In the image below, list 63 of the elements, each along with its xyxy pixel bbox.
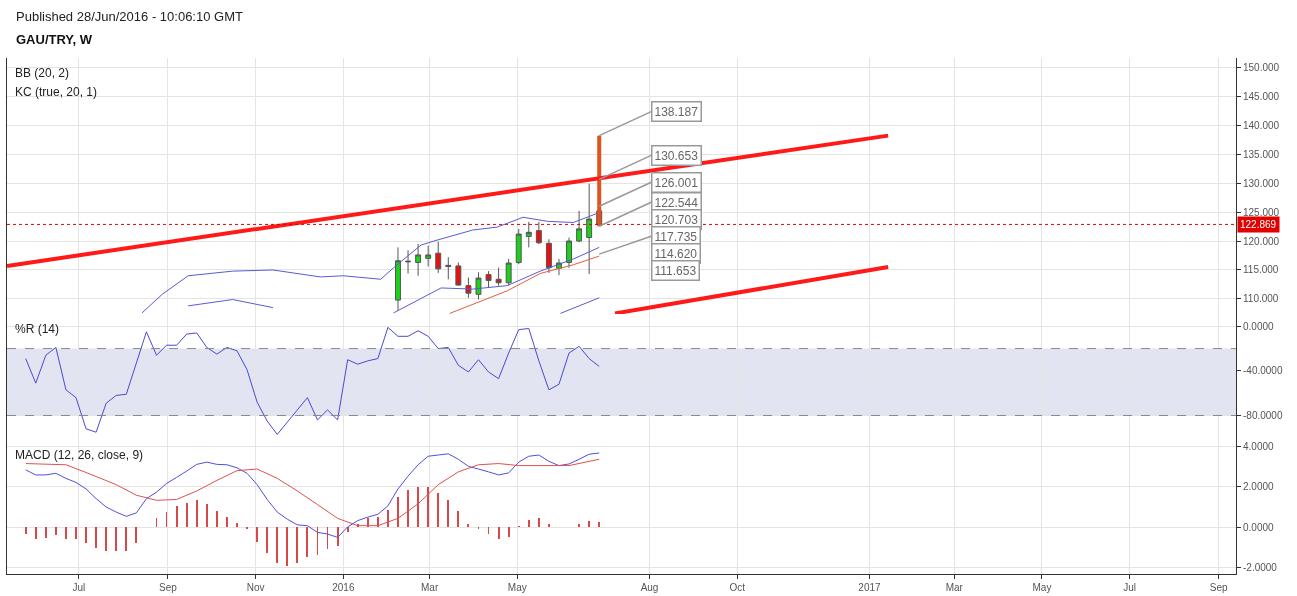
candlestick: [485, 270, 492, 288]
candlestick: [525, 221, 532, 248]
candlestick: [425, 245, 432, 268]
y-tick-label: 4.0000: [1243, 440, 1275, 452]
y-tick-label: 145.000: [1243, 90, 1280, 102]
candlestick: [586, 183, 593, 275]
y-tick-label: 140.000: [1243, 119, 1280, 131]
candlestick: [475, 271, 482, 301]
candlestick: [495, 267, 502, 287]
y-tick-label: -2.0000: [1243, 562, 1278, 574]
candlestick: [395, 246, 401, 312]
y-tick-label: 120.000: [1243, 235, 1280, 247]
y-tick-label: 150.000: [1243, 61, 1280, 73]
x-tick-label: Aug: [640, 582, 659, 593]
y-tick-label: 130.000: [1243, 177, 1280, 189]
x-tick-label: Mar: [420, 582, 439, 593]
annotation: 138.187: [654, 104, 699, 119]
annotation: KC (true, 20, 1): [15, 85, 98, 99]
y-tick-label: -80.0000: [1243, 409, 1283, 421]
x-tick-label: May: [1032, 582, 1052, 593]
candlestick: [505, 258, 512, 287]
x-tick-label: Sep: [1209, 582, 1229, 593]
x-tick-label: Oct: [729, 582, 746, 593]
x-tick-label: 2016: [332, 582, 355, 593]
y-tick-label: -40.0000: [1243, 365, 1283, 377]
y-tick-label: 115.000: [1243, 264, 1279, 276]
annotation: 120.703: [654, 212, 699, 227]
x-tick-label: Nov: [246, 582, 265, 593]
annotation: 117.735: [654, 229, 698, 244]
candlestick: [445, 256, 452, 280]
annotation: 114.620: [654, 246, 698, 261]
x-tick-label: 2017: [858, 582, 882, 593]
ref-line-label: 122.869: [1240, 219, 1277, 230]
x-tick-label: Jul: [72, 582, 86, 593]
annotation: 130.653: [654, 148, 699, 163]
candlestick: [515, 228, 522, 265]
x-tick-label: Sep: [159, 582, 178, 593]
annotation: 122.544: [654, 195, 699, 210]
candlestick: [405, 249, 412, 274]
annotation: 111.653: [654, 263, 697, 278]
x-tick-label: Jul: [1123, 582, 1137, 593]
y-tick-label: 0.0000: [1243, 521, 1275, 533]
candlestick: [576, 210, 583, 243]
candlestick: [566, 237, 572, 269]
candlestick: [435, 241, 442, 274]
y-tick-label: 135.000: [1243, 148, 1280, 160]
annotation: %R (14): [15, 322, 60, 336]
y-tick-label: 0.0000: [1243, 320, 1275, 332]
chart-title: GAU/TRY, W: [16, 32, 93, 47]
y-tick-label: 110.000: [1243, 293, 1279, 305]
y-tick-label: 125.000: [1243, 206, 1280, 218]
candlestick: [535, 221, 542, 245]
y-tick-label: 2.0000: [1243, 481, 1275, 493]
x-tick-label: May: [507, 582, 527, 593]
annotation: BB (20, 2): [15, 66, 70, 80]
candlestick: [415, 243, 422, 277]
chart-subtitle: Published 28/Jun/2016 - 10:06:10 GMT: [16, 9, 243, 24]
annotation: MACD (12, 26, close, 9): [15, 448, 144, 462]
annotation: 126.001: [654, 175, 699, 190]
candlestick: [455, 261, 462, 287]
x-tick-label: Mar: [945, 582, 964, 593]
candlestick: [545, 238, 552, 274]
line-series: [449, 255, 600, 314]
